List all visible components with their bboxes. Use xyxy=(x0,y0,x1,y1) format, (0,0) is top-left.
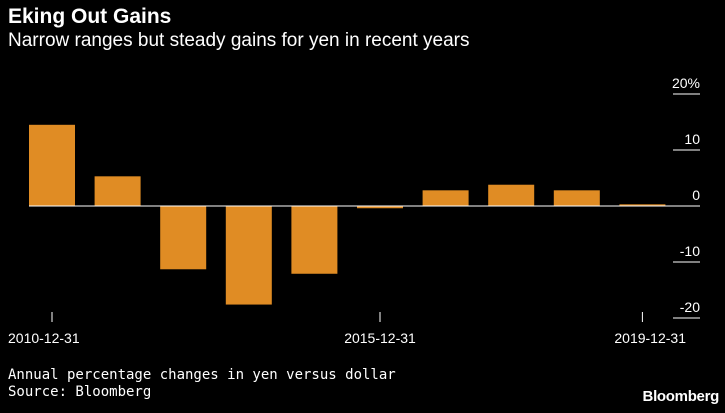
bar-2016-12-31 xyxy=(422,190,469,206)
bar-2019-12-31 xyxy=(619,204,666,206)
bar-2012-12-31 xyxy=(160,206,207,270)
y-tick-label: 0 xyxy=(692,187,700,203)
x-tick-label: 2015-12-31 xyxy=(344,330,416,346)
bar-2015-12-31 xyxy=(357,206,403,209)
x-tick-marks xyxy=(51,312,643,322)
bloomberg-logo: Bloomberg xyxy=(642,388,720,405)
y-tick-label: 10 xyxy=(684,131,700,147)
y-tick-label: 20% xyxy=(672,75,700,91)
bar-2018-12-31 xyxy=(553,190,600,206)
chart-subtitle: Narrow ranges but steady gains for yen i… xyxy=(8,30,470,51)
y-tick-marks xyxy=(673,93,700,319)
x-tick-label: 2010-12-31 xyxy=(8,330,80,346)
y-tick-label: -10 xyxy=(680,243,700,259)
chart-title: Eking Out Gains xyxy=(8,5,172,28)
bar-2010-12-31 xyxy=(29,124,75,206)
bar-2017-12-31 xyxy=(488,184,535,206)
bar-2013-12-31 xyxy=(225,206,272,305)
chart-source: Source: Bloomberg xyxy=(8,384,152,400)
x-tick-label: 2019-12-31 xyxy=(614,330,686,346)
chart-note: Annual percentage changes in yen versus … xyxy=(8,367,396,383)
y-tick-label: -20 xyxy=(680,299,700,315)
y-tick-labels: 20% 10 0 -10 -20 xyxy=(672,75,700,315)
bars xyxy=(29,124,666,305)
x-tick-labels: 2010-12-31 2015-12-31 2019-12-31 xyxy=(8,330,686,346)
bar-2014-12-31 xyxy=(291,206,338,274)
bar-2011-12-31 xyxy=(94,176,141,206)
